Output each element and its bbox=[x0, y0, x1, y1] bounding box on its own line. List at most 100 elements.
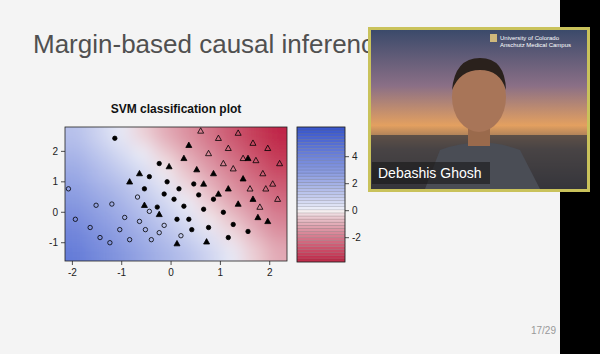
colorbar-tick-label: 0 bbox=[352, 205, 358, 216]
decision-cell bbox=[154, 144, 177, 161]
point-triangle bbox=[250, 140, 256, 145]
point-triangle bbox=[265, 145, 271, 150]
decision-cell bbox=[65, 244, 88, 261]
point-circle bbox=[113, 136, 117, 140]
decision-cell bbox=[132, 228, 155, 245]
point-circle bbox=[182, 204, 186, 208]
colorbar-band bbox=[297, 195, 345, 198]
decision-cell bbox=[220, 161, 243, 178]
point-circle bbox=[155, 205, 159, 209]
decision-cell bbox=[154, 244, 177, 261]
decision-cell bbox=[154, 161, 177, 178]
point-circle bbox=[147, 209, 151, 213]
colorbar-band bbox=[297, 247, 345, 250]
point-triangle bbox=[247, 186, 253, 191]
point-triangle bbox=[194, 166, 200, 171]
x-tick-label: 0 bbox=[168, 267, 174, 278]
colorbar-band bbox=[297, 139, 345, 142]
webcam-view bbox=[371, 30, 587, 189]
decision-cell bbox=[65, 127, 88, 144]
colorbar-band bbox=[297, 191, 345, 194]
x-tick-label: -1 bbox=[117, 267, 126, 278]
decision-cell bbox=[220, 144, 243, 161]
point-circle bbox=[231, 222, 235, 226]
point-circle bbox=[66, 187, 70, 191]
point-triangle bbox=[263, 186, 269, 191]
point-circle bbox=[108, 241, 112, 245]
colorbar-frame bbox=[297, 127, 345, 262]
point-triangle bbox=[141, 202, 147, 207]
logo-mark bbox=[490, 34, 497, 42]
decision-cell bbox=[220, 194, 243, 211]
decision-cell bbox=[265, 194, 287, 211]
point-triangle bbox=[240, 155, 246, 160]
point-circle bbox=[226, 235, 230, 239]
y-tick bbox=[61, 242, 65, 243]
y-tick-label: -1 bbox=[49, 237, 58, 248]
name-bar bbox=[372, 162, 490, 184]
y-tick bbox=[61, 212, 65, 213]
colorbar-band bbox=[297, 158, 345, 161]
point-circle bbox=[94, 203, 98, 207]
y-tick bbox=[61, 151, 65, 152]
decision-cell bbox=[220, 177, 243, 194]
colorbar-band bbox=[297, 176, 345, 179]
point-circle bbox=[157, 161, 161, 165]
decision-cell bbox=[154, 228, 177, 245]
decision-cell bbox=[132, 194, 155, 211]
decision-cell bbox=[109, 161, 132, 178]
colorbar-band bbox=[297, 207, 345, 210]
decision-cell bbox=[109, 144, 132, 161]
decision-cell bbox=[243, 144, 266, 161]
point-circle bbox=[118, 227, 122, 231]
point-circle bbox=[175, 217, 179, 221]
colorbar-band bbox=[297, 148, 345, 151]
decision-cell bbox=[265, 211, 287, 228]
point-circle bbox=[127, 237, 131, 241]
page-number: 17/29 bbox=[531, 325, 556, 336]
colorbar-band bbox=[297, 231, 345, 234]
colorbar-band bbox=[297, 201, 345, 204]
point-circle bbox=[88, 225, 92, 229]
colorbar-band bbox=[297, 173, 345, 176]
point-triangle bbox=[204, 239, 210, 244]
colorbar-band bbox=[297, 179, 345, 182]
affiliation: University of Colorado bbox=[500, 35, 560, 41]
decision-cell bbox=[65, 177, 88, 194]
plot-area bbox=[65, 127, 287, 261]
colorbar-tick bbox=[345, 183, 349, 184]
x-tick bbox=[171, 261, 172, 265]
colorbar-band bbox=[297, 244, 345, 247]
colorbar-band bbox=[297, 234, 345, 237]
colorbar-band bbox=[297, 250, 345, 253]
colorbar-band bbox=[297, 241, 345, 244]
point-triangle bbox=[253, 157, 259, 162]
colorbar-band bbox=[297, 219, 345, 222]
colorbar-tick bbox=[345, 237, 349, 238]
colorbar-band bbox=[297, 167, 345, 170]
decision-cell bbox=[198, 144, 221, 161]
point-triangle bbox=[235, 130, 241, 135]
x-tick bbox=[121, 261, 122, 265]
decision-cell bbox=[65, 144, 88, 161]
y-tick-label: 0 bbox=[52, 207, 58, 218]
decision-cell bbox=[220, 244, 243, 261]
decision-cell bbox=[198, 127, 221, 144]
decision-cell bbox=[265, 144, 287, 161]
decision-cell bbox=[220, 211, 243, 228]
decision-cell bbox=[176, 194, 199, 211]
point-triangle bbox=[265, 218, 271, 223]
decision-cell bbox=[176, 244, 199, 261]
decision-cell bbox=[198, 228, 221, 245]
point-triangle bbox=[127, 179, 133, 184]
decision-cell bbox=[265, 161, 287, 178]
x-tick bbox=[220, 261, 221, 265]
decision-cell bbox=[87, 127, 110, 144]
decision-cell bbox=[65, 161, 88, 178]
point-circle bbox=[73, 217, 77, 221]
point-circle bbox=[162, 223, 166, 227]
colorbar-band bbox=[297, 133, 345, 136]
point-triangle bbox=[277, 160, 283, 165]
colorbar-tick bbox=[345, 210, 349, 211]
colorbar-band bbox=[297, 210, 345, 213]
